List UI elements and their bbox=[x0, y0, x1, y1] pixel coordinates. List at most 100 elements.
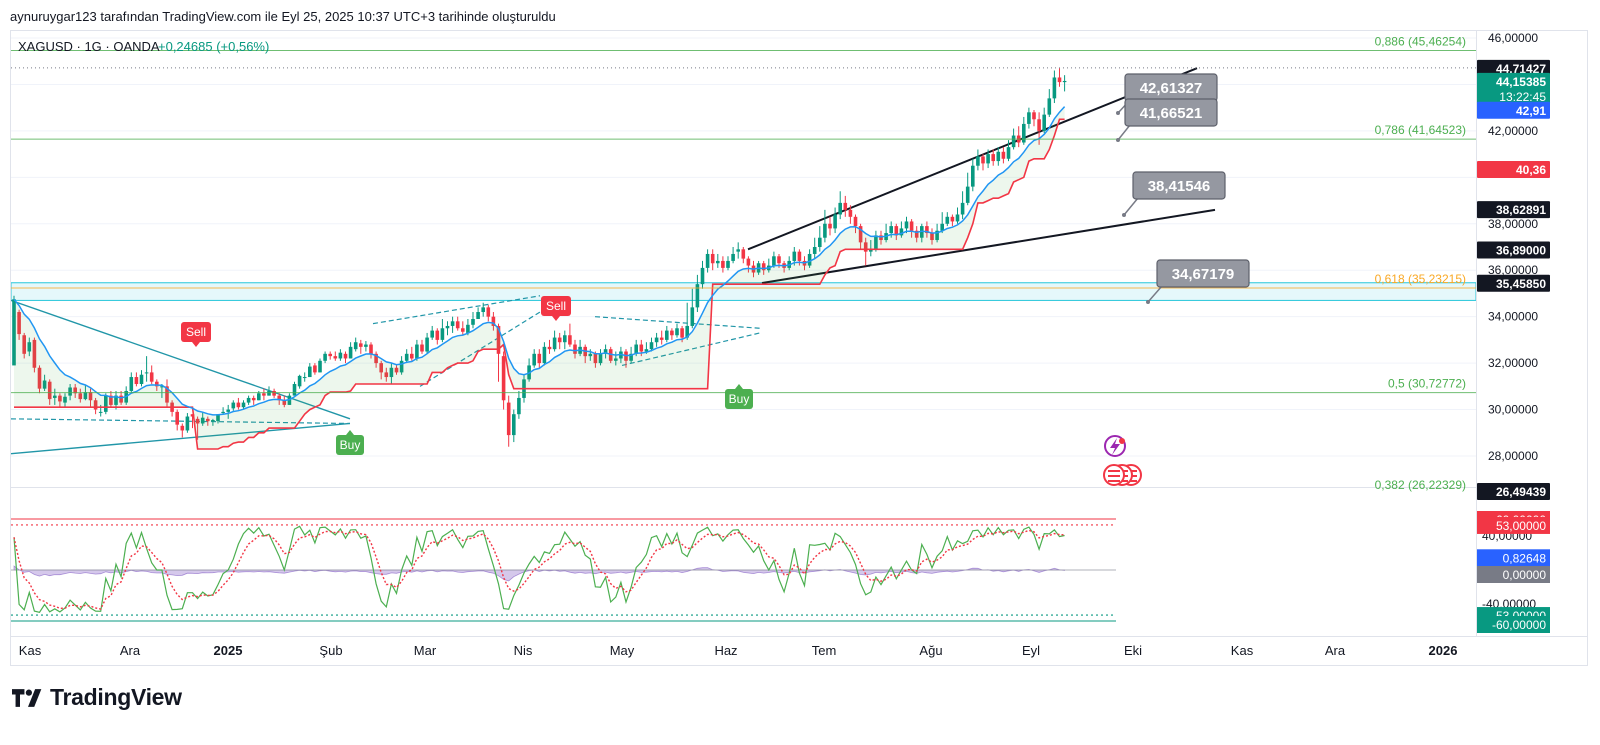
candle-body bbox=[134, 377, 139, 385]
candle-body bbox=[792, 251, 797, 261]
fib-label: 0,886 (45,46254) bbox=[1375, 34, 1466, 48]
candle-body bbox=[517, 397, 521, 415]
candle-body bbox=[960, 202, 965, 215]
price-tick-label: 28,00000 bbox=[1488, 449, 1538, 463]
candle-body bbox=[364, 344, 368, 347]
time-label: 2026 bbox=[1429, 643, 1458, 658]
candle-body bbox=[22, 335, 26, 354]
candle-body bbox=[425, 337, 429, 352]
osc-main-line bbox=[13, 525, 1065, 613]
time-label: Eki bbox=[1124, 643, 1142, 658]
candle-body bbox=[721, 260, 725, 268]
signal-labels: Sell Buy Sell Buy bbox=[181, 296, 753, 455]
candle-body bbox=[894, 226, 899, 236]
candle-body bbox=[955, 214, 960, 222]
time-label: Ara bbox=[1325, 643, 1346, 658]
candle-body bbox=[716, 260, 720, 264]
candle-body bbox=[379, 363, 383, 373]
price-tick-label: 34,00000 bbox=[1488, 310, 1538, 324]
candle-body bbox=[185, 416, 190, 431]
candle-body bbox=[129, 377, 134, 391]
callout-pointer bbox=[1117, 124, 1131, 141]
fib-label: 0,5 (30,72772) bbox=[1388, 377, 1466, 391]
candle-body bbox=[848, 209, 853, 217]
candle-body bbox=[12, 299, 16, 366]
triangle-upper-line bbox=[11, 299, 351, 420]
osc-histogram bbox=[13, 565, 1065, 582]
candle-body bbox=[353, 342, 358, 350]
candle-body bbox=[104, 395, 108, 412]
signal-pointer bbox=[735, 384, 743, 389]
candle-body bbox=[119, 395, 123, 403]
signal-buy-label: Buy bbox=[729, 392, 750, 406]
candle-body bbox=[945, 216, 950, 224]
candle-body bbox=[644, 349, 649, 352]
oscillator-pane: 40,00000-40,0000060,0000053,000000,82648… bbox=[11, 511, 1550, 633]
candle-body bbox=[68, 387, 72, 396]
osc-badge bbox=[1477, 616, 1550, 633]
candle-body bbox=[889, 226, 893, 234]
chart-header-caption: aynuruygar123 tarafından TradingView.com… bbox=[10, 9, 556, 24]
candle-body bbox=[833, 214, 837, 229]
price-tick-label: 38,00000 bbox=[1488, 217, 1538, 231]
callout-value: 34,67179 bbox=[1172, 266, 1235, 283]
candle-body bbox=[78, 393, 83, 400]
osc-badge-label: 0,00000 bbox=[1503, 568, 1547, 582]
price-badge bbox=[1477, 274, 1550, 292]
candle-body bbox=[914, 230, 919, 238]
signal-buy-box bbox=[336, 435, 364, 455]
candle-body bbox=[175, 411, 179, 425]
time-label: Haz bbox=[714, 643, 737, 658]
candle-body bbox=[904, 221, 909, 229]
tradingview-logo-icon bbox=[12, 688, 42, 707]
candle-body bbox=[506, 402, 511, 436]
candle-body bbox=[700, 267, 705, 285]
candle-body bbox=[843, 202, 848, 210]
candle-body bbox=[496, 325, 501, 354]
candle-body bbox=[374, 353, 378, 364]
channel-overlays bbox=[11, 67, 1476, 455]
candle-body bbox=[930, 233, 934, 241]
candle-body bbox=[654, 337, 659, 343]
candle-body bbox=[155, 381, 159, 387]
candle-body bbox=[634, 344, 638, 354]
candle-body bbox=[277, 395, 281, 401]
candle-body bbox=[399, 360, 404, 373]
flag-stripe-icon bbox=[1108, 470, 1120, 472]
candle-body bbox=[32, 339, 37, 368]
candle-body bbox=[680, 328, 684, 338]
candle-body bbox=[665, 330, 669, 340]
candle-body bbox=[348, 346, 353, 359]
candle-body bbox=[206, 418, 210, 422]
event-icons bbox=[1103, 435, 1142, 486]
candle-body bbox=[823, 223, 827, 238]
rising-wedge-upper bbox=[372, 295, 541, 325]
candle-body bbox=[450, 321, 455, 326]
candle-body bbox=[685, 325, 689, 338]
candle-body bbox=[812, 247, 817, 254]
time-axis[interactable]: Kas Ara 2025 Şub Mar Nis May Haz Tem Ağu Eyl Eki Kas… bbox=[19, 643, 1458, 658]
callout-pointer bbox=[1123, 197, 1139, 216]
candle-body bbox=[557, 337, 562, 343]
candle-body bbox=[430, 330, 434, 338]
candle-body bbox=[63, 396, 67, 403]
candle-body bbox=[461, 328, 465, 332]
price-axis[interactable]: 46,00000 42,00000 38,00000 36,00000 34,00000… bbox=[1477, 31, 1550, 500]
time-label: Eyl bbox=[1022, 643, 1040, 658]
candle-body bbox=[1006, 147, 1011, 159]
price-badge bbox=[1477, 72, 1550, 105]
candle-body bbox=[614, 358, 618, 361]
candle-body bbox=[996, 151, 1001, 162]
candle-body bbox=[542, 346, 547, 364]
price-tick-label: 30,00000 bbox=[1488, 403, 1538, 417]
candle-body bbox=[675, 328, 679, 336]
countdown-label: 13:22:45 bbox=[1499, 90, 1546, 104]
candle-body bbox=[328, 353, 332, 357]
price-badge bbox=[1477, 59, 1550, 77]
candle-body bbox=[73, 387, 77, 394]
candle-body bbox=[1037, 119, 1041, 131]
price-badge-label: 44,71427 bbox=[1496, 62, 1546, 76]
candle-body bbox=[761, 263, 766, 271]
candle-body bbox=[88, 392, 93, 401]
